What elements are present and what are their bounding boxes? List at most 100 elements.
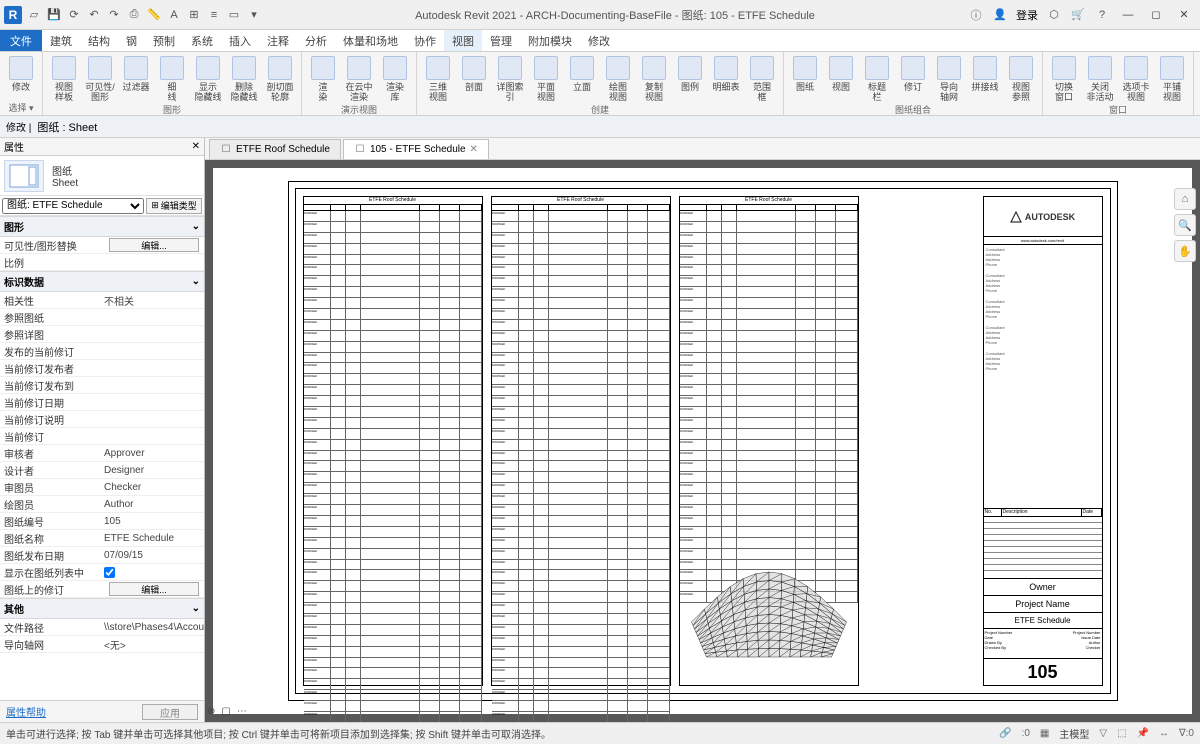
menu-注释[interactable]: 注释 [259,30,297,51]
perspective-view[interactable] [689,482,849,662]
ribbon-btn-渲[interactable]: 渲染 [306,54,340,102]
sb-filter-icon[interactable]: ▽ [1099,728,1107,739]
sb-model-label[interactable]: 主模型 [1059,726,1089,741]
properties-help-link[interactable]: 属性帮助 [6,704,46,719]
prop-row[interactable]: 审核者Approver [0,445,204,462]
ribbon-btn-选项卡[interactable]: 选项卡视图 [1119,54,1153,102]
menu-附加模块[interactable]: 附加模块 [520,30,580,51]
doc-tab[interactable]: ☐ETFE Roof Schedule [209,139,341,159]
qat-measure-icon[interactable]: 📏 [146,7,162,23]
prop-value[interactable]: \\store\Phases4\Accou... [100,619,204,635]
ribbon-btn-图纸[interactable]: 图纸 [788,54,822,102]
prop-value[interactable] [100,360,204,376]
ribbon-btn-关闭[interactable]: 关闭非活动 [1083,54,1117,102]
ribbon-btn-可见性/[interactable]: 可见性/图形 [83,54,117,102]
qat-dropdown-icon[interactable]: ▾ [246,7,262,23]
menu-分析[interactable]: 分析 [297,30,335,51]
ribbon-btn-详图索引[interactable]: 详图索引 [493,54,527,102]
nav-home-icon[interactable]: ⌂ [1174,188,1196,210]
qat-thin-icon[interactable]: ≡ [206,7,222,23]
menu-修改[interactable]: 修改 [580,30,618,51]
ribbon-btn-过滤器[interactable]: 过滤器 [119,54,153,102]
sb-model-icon[interactable]: ▦ [1040,728,1049,739]
doc-tab[interactable]: ☐105 - ETFE Schedule✕ [343,139,489,159]
sb-sel-count-icon[interactable]: ∇:0 [1179,728,1194,739]
prop-value[interactable]: 不相关 [100,292,204,308]
titleblock[interactable]: AUTODESK www.autodesk.com/revit Consulta… [983,196,1103,686]
prop-row[interactable]: 当前修订说明 [0,411,204,428]
ribbon-btn-立面[interactable]: 立面 [565,54,599,102]
apply-button[interactable]: 应用 [142,704,198,720]
prop-value[interactable]: Checker [100,479,204,495]
vcb-more-icon[interactable]: ⋯ [237,706,247,717]
prop-row[interactable]: 参照详图 [0,326,204,343]
ribbon-btn-平铺[interactable]: 平铺视图 [1155,54,1189,102]
ribbon-btn-视图[interactable]: 视图参照 [1004,54,1038,102]
prop-value[interactable]: <无> [100,636,204,652]
ribbon-btn-视图[interactable]: 视图 [824,54,858,102]
prop-row[interactable]: 发布的当前修订 [0,343,204,360]
sb-workset-icon[interactable]: 🔗 [999,728,1011,739]
type-selector[interactable]: 图纸 Sheet [0,156,204,196]
prop-row[interactable]: 设计者Designer [0,462,204,479]
prop-row[interactable]: 当前修订发布者 [0,360,204,377]
cart-icon[interactable]: 🛒 [1070,7,1086,23]
tab-close-icon[interactable]: ✕ [470,144,478,155]
ribbon-btn-剖面[interactable]: 剖面 [457,54,491,102]
prop-row[interactable]: 相关性不相关 [0,292,204,309]
prop-row[interactable]: 图纸名称ETFE Schedule [0,530,204,547]
vcb-scale-icon[interactable]: ⊕ [207,706,215,717]
sb-pin-icon[interactable]: 📌 [1137,728,1149,739]
prop-value[interactable] [100,326,204,342]
prop-value[interactable]: 105 [100,513,204,529]
ribbon-btn-渲染[interactable]: 渲染库 [378,54,412,102]
ribbon-btn-绘图[interactable]: 绘图视图 [601,54,635,102]
menu-管理[interactable]: 管理 [482,30,520,51]
prop-value[interactable]: 编辑... [100,581,204,597]
prop-checkbox[interactable] [104,567,115,578]
favorites-icon[interactable]: ⬡ [1046,7,1062,23]
minimize-button[interactable]: — [1118,5,1138,25]
menu-预制[interactable]: 预制 [145,30,183,51]
prop-value[interactable] [100,564,204,580]
prop-value[interactable] [100,343,204,359]
login-label[interactable]: 登录 [1016,7,1038,23]
prop-row[interactable]: 当前修订日期 [0,394,204,411]
help-icon[interactable]: ? [1094,7,1110,23]
ribbon-btn-标题[interactable]: 标题栏 [860,54,894,102]
menu-插入[interactable]: 插入 [221,30,259,51]
prop-edit-button[interactable]: 编辑... [109,238,199,252]
prop-category-其他[interactable]: 其他⌄ [0,598,204,619]
prop-value[interactable] [100,309,204,325]
prop-category-标识数据[interactable]: 标识数据⌄ [0,271,204,292]
prop-row[interactable]: 参照图纸 [0,309,204,326]
prop-value[interactable]: 编辑... [100,237,204,253]
prop-edit-button[interactable]: 编辑... [109,582,199,596]
ribbon-btn-剖切面[interactable]: 剖切面轮廓 [263,54,297,102]
viewport[interactable]: ETFE Roof Schedule000151EF000151EF000151… [205,160,1200,722]
prop-value[interactable] [100,411,204,427]
prop-category-图形[interactable]: 图形⌄ [0,216,204,237]
prop-row[interactable]: 比例 [0,254,204,271]
ribbon-btn-复制[interactable]: 复制视图 [637,54,671,102]
qat-sync-icon[interactable]: ⟳ [66,7,82,23]
prop-value[interactable]: 07/09/15 [100,547,204,563]
menu-体量和场地[interactable]: 体量和场地 [335,30,406,51]
ribbon-btn-三维[interactable]: 三维视图 [421,54,455,102]
close-button[interactable]: ✕ [1174,5,1194,25]
schedule-column-2[interactable]: ETFE Roof Schedule000151EF000151EF000151… [491,196,671,686]
ribbon-btn-修订[interactable]: 修订 [896,54,930,102]
prop-row[interactable]: 图纸发布日期07/09/15 [0,547,204,564]
prop-value[interactable] [100,428,204,444]
ribbon-btn-细[interactable]: 细线 [155,54,189,102]
schedule-column-1[interactable]: ETFE Roof Schedule000151EF000151EF000151… [303,196,483,686]
prop-row[interactable]: 审图员Checker [0,479,204,496]
sb-drag-icon[interactable]: ↔ [1159,728,1169,739]
menu-系统[interactable]: 系统 [183,30,221,51]
menu-结构[interactable]: 结构 [80,30,118,51]
file-menu[interactable]: 文件 [0,30,42,51]
prop-row[interactable]: 图纸编号105 [0,513,204,530]
ribbon-btn-修改[interactable]: 修改 [4,54,38,100]
prop-value[interactable] [100,394,204,410]
properties-close-icon[interactable]: ✕ [192,141,200,152]
